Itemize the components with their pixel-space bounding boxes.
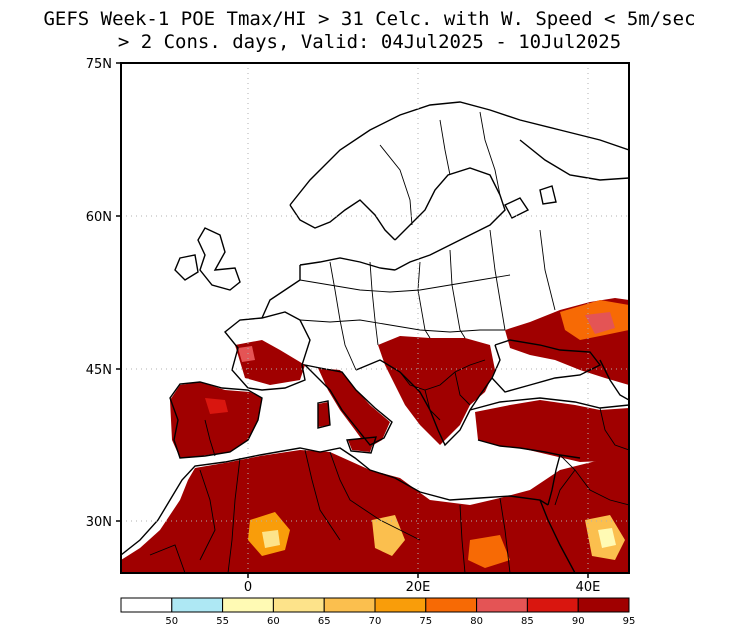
political-borders [149,111,629,573]
colorbar-label: 95 [623,616,636,627]
coast-north-africa [121,447,549,556]
coast-north-russia [519,139,629,181]
coast-norway-south [289,199,396,241]
map-frame [120,62,630,574]
coast-italy [302,363,393,446]
colorbar-swatch [222,597,274,613]
coast-turkey [469,397,629,411]
map-title-line-2: > 2 Cons. days, Valid: 04Jul2025 - 10Jul… [117,31,622,53]
shade-iberia [170,382,262,458]
lon-label-20e: 20E [406,580,431,595]
coast-lowlands [261,265,301,319]
map-title-line-1: GEFS Week-1 POE Tmax/HI > 31 Celc. with … [43,8,696,30]
colorbar-label: 60 [267,616,280,627]
lat-label-60n: 60N [86,210,112,225]
grid-lines [121,63,629,573]
colorbar-swatch [526,597,579,613]
colorbar-label: 70 [369,616,382,627]
shade-orange-sahara-3 [468,535,510,568]
coast-black-sea [491,339,602,393]
coast-caspian [599,359,629,401]
lat-label-45n: 45N [86,363,112,378]
coast-north-germany [299,257,396,271]
lake-onega [539,185,557,205]
colorbar-swatch [425,597,478,613]
lat-label-30n: 30N [86,515,112,530]
lon-label-40e: 40E [576,580,601,595]
coast-iberia [169,381,263,459]
lon-label-0: 0 [244,580,252,595]
shade-salmon-ukraine [585,312,615,334]
shade-balkans [378,336,495,445]
lake-ladoga [504,197,530,219]
shade-sardinia [318,402,330,427]
coast-sardinia [317,400,331,429]
colorbar-swatch [120,597,173,613]
colorbar-label: 50 [165,616,178,627]
colorbar-swatch [171,597,224,613]
colorbar-swatch [577,597,630,613]
coast-turkey-south [477,439,581,459]
coast-sicily [346,436,377,454]
colorbar-label: 65 [318,616,331,627]
coast-scandinavia [289,101,629,206]
colorbar-swatch [323,597,376,613]
shade-italy [318,368,390,448]
colorbar: 50 55 60 65 70 75 80 85 90 95 [120,597,636,627]
colorbar-label: 75 [419,616,432,627]
shade-north-africa [121,450,629,573]
colorbar-label: 85 [521,616,534,627]
shade-yellow-sahara-1 [262,530,280,548]
colorbar-swatch [374,597,427,613]
shade-yellow-arabia [598,528,616,548]
coast-levant [547,454,561,506]
lat-label-75n: 75N [86,57,112,72]
colorbar-swatch [476,597,528,613]
probability-shading [121,298,629,573]
shade-salmon-france [238,346,255,362]
colorbar-swatch [272,597,325,613]
axis-ticks [116,62,589,578]
shade-orange-sahara-2 [372,515,405,556]
shade-turkey [475,400,629,462]
coast-ireland [174,254,199,281]
colorbar-label: 90 [572,616,585,627]
coast-red-sea [539,499,576,573]
coast-france [224,311,311,391]
colorbar-label: 80 [470,616,483,627]
coast-uk [197,227,241,291]
shade-red-iberia [205,398,228,414]
shade-france [235,340,305,385]
shade-sicily [348,438,375,452]
colorbar-label: 55 [216,616,229,627]
